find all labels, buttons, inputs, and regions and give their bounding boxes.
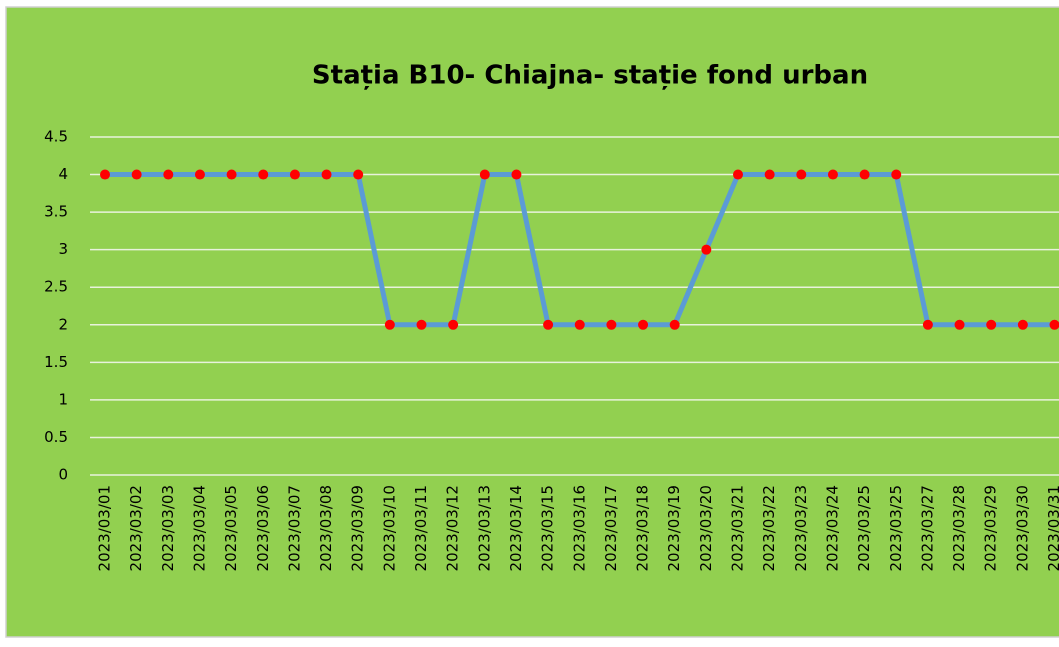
point-marker [606, 319, 617, 330]
point-marker [1017, 319, 1028, 330]
x-tick-label: 2023/03/24 [823, 485, 841, 571]
x-tick-label: 2023/03/31 [1045, 485, 1059, 571]
point-marker [416, 319, 427, 330]
x-tick-label: 2023/03/15 [539, 485, 557, 571]
point-marker [922, 319, 933, 330]
point-marker [764, 169, 775, 180]
x-tick-label: 2023/03/16 [570, 485, 588, 571]
point-marker [289, 169, 300, 180]
point-marker [859, 169, 870, 180]
x-tick-label: 2023/03/18 [634, 485, 652, 571]
point-marker [448, 319, 459, 330]
x-tick-label: 2023/03/07 [285, 485, 303, 571]
x-tick-label: 2023/03/20 [697, 485, 715, 571]
y-tick-label: 3.5 [44, 203, 68, 221]
point-marker [733, 169, 743, 180]
point-marker [479, 169, 490, 180]
x-tick-label: 2023/03/04 [190, 485, 208, 571]
y-tick-label: 0 [58, 466, 68, 484]
y-tick-label: 1 [58, 390, 68, 408]
point-marker [669, 319, 680, 330]
x-tick-label: 2023/03/25 [887, 485, 905, 571]
point-marker [258, 169, 269, 180]
x-tick-label: 2023/03/27 [918, 485, 936, 571]
point-marker [796, 169, 807, 180]
x-tick-label: 2023/03/02 [127, 485, 145, 571]
x-tick-label: 2023/03/17 [602, 485, 620, 571]
x-tick-label: 2023/03/29 [982, 485, 1000, 571]
y-tick-label: 4.5 [44, 128, 68, 146]
x-tick-label: 2023/03/11 [412, 485, 430, 571]
x-tick-label: 2023/03/06 [254, 485, 272, 571]
point-marker [321, 169, 332, 180]
point-marker [226, 169, 237, 180]
point-marker [384, 319, 395, 330]
x-tick-label: 2023/03/08 [317, 485, 335, 571]
x-tick-label: 2023/03/30 [1013, 485, 1031, 571]
x-tick-label: 2023/03/22 [760, 485, 778, 571]
point-marker [986, 319, 997, 330]
x-tick-label: 2023/03/23 [792, 485, 810, 571]
point-marker [638, 319, 649, 330]
point-marker [353, 169, 364, 180]
y-tick-label: 2.5 [44, 278, 68, 296]
point-marker [827, 169, 838, 180]
x-tick-label: 2023/03/03 [159, 485, 177, 571]
point-marker [954, 319, 965, 330]
x-tick-label: 2023/03/19 [665, 485, 683, 571]
point-marker [543, 319, 554, 330]
chart-title: Stația B10- Chiajna- stație fond urban [312, 61, 868, 91]
point-marker [574, 319, 585, 330]
point-marker [891, 169, 902, 180]
x-tick-label: 2023/03/25 [855, 485, 873, 571]
x-tick-label: 2023/03/09 [349, 485, 367, 571]
point-marker [511, 169, 522, 180]
y-tick-label: 4 [58, 165, 68, 183]
point-marker [100, 169, 110, 180]
x-tick-label: 2023/03/28 [950, 485, 968, 571]
point-marker [701, 244, 712, 255]
point-marker [163, 169, 174, 180]
x-tick-label: 2023/03/01 [96, 485, 114, 571]
x-tick-label: 2023/03/12 [444, 485, 462, 571]
chart-area [5, 6, 1059, 638]
y-tick-label: 2 [58, 315, 68, 333]
y-tick-label: 1.5 [44, 353, 68, 371]
point-marker [194, 169, 205, 180]
x-tick-label: 2023/03/05 [222, 485, 240, 571]
x-tick-label: 2023/03/13 [475, 485, 493, 571]
x-tick-label: 2023/03/10 [380, 485, 398, 571]
point-marker [1049, 319, 1059, 330]
y-tick-label: 0.5 [44, 428, 68, 446]
y-tick-label: 3 [58, 240, 68, 258]
x-tick-label: 2023/03/14 [507, 485, 525, 571]
point-marker [131, 169, 142, 180]
x-tick-label: 2023/03/21 [729, 485, 747, 571]
